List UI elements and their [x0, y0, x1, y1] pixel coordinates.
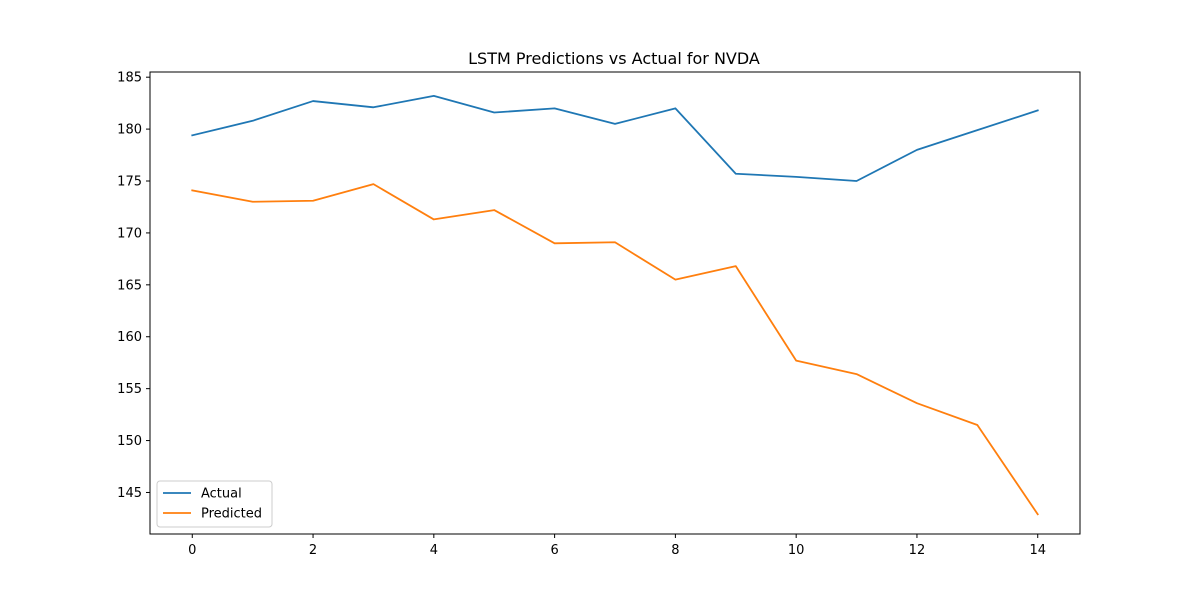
legend-label-predicted: Predicted — [201, 507, 262, 522]
x-tick-label: 6 — [550, 543, 558, 558]
y-tick-label: 145 — [117, 486, 142, 501]
y-axis: 145 150 155 160 165 170 175 180 185 — [117, 71, 150, 501]
y-tick-label: 150 — [117, 434, 142, 449]
chart-title: LSTM Predictions vs Actual for NVDA — [468, 49, 760, 68]
x-tick-label: 4 — [430, 543, 438, 558]
y-tick-label: 175 — [117, 175, 142, 190]
series-line-actual — [191, 94, 1039, 182]
y-tick-label: 185 — [117, 71, 142, 86]
y-tick-label: 170 — [117, 226, 142, 241]
x-tick-label: 2 — [309, 543, 317, 558]
series-layer — [191, 94, 1039, 516]
y-tick-label: 165 — [117, 278, 142, 293]
legend-label-actual: Actual — [201, 487, 242, 502]
x-tick-label: 8 — [671, 543, 679, 558]
y-tick-label: 155 — [117, 382, 142, 397]
y-tick-label: 180 — [117, 123, 142, 138]
x-tick-label: 0 — [188, 543, 196, 558]
y-tick-label: 160 — [117, 330, 142, 345]
legend: Actual Predicted — [156, 480, 273, 528]
x-tick-label: 10 — [788, 543, 805, 558]
x-axis: 0 2 4 6 8 10 12 14 — [188, 534, 1046, 558]
x-tick-label: 12 — [909, 543, 926, 558]
plot-area-frame — [149, 71, 1081, 535]
x-tick-label: 14 — [1029, 543, 1046, 558]
series-line-predicted — [191, 183, 1039, 516]
